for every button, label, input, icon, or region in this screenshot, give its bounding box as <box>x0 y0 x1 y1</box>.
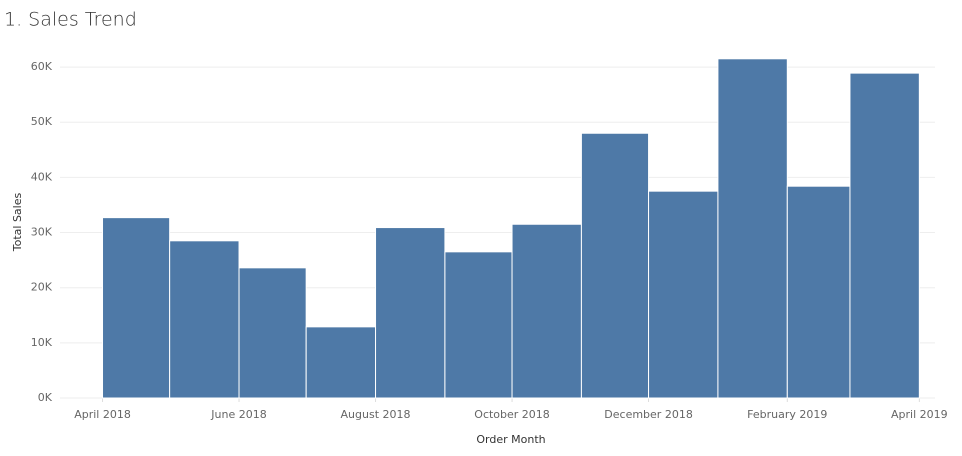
y-tick-label: 60K <box>31 60 53 73</box>
x-tick-label: February 2019 <box>747 408 827 421</box>
x-tick-label: August 2018 <box>341 408 411 421</box>
x-tick-label: April 2018 <box>74 408 131 421</box>
y-tick-label: 30K <box>31 226 53 239</box>
y-tick-label: 10K <box>31 336 53 349</box>
chart-title: 1. Sales Trend <box>4 9 137 31</box>
bar <box>717 58 788 399</box>
bar <box>580 132 650 399</box>
x-tick-label: June 2018 <box>210 408 266 421</box>
bar <box>375 227 446 399</box>
y-axis-title: Total Sales <box>11 193 24 253</box>
x-tick-label: April 2019 <box>891 408 948 421</box>
bar <box>305 326 377 399</box>
bar <box>849 72 920 399</box>
y-tick-label: 20K <box>31 281 53 294</box>
x-tick-label: October 2018 <box>474 408 550 421</box>
y-tick-label: 50K <box>31 115 53 128</box>
bar <box>511 223 582 399</box>
bar <box>648 190 719 399</box>
x-tick-label: December 2018 <box>604 408 693 421</box>
bar <box>102 217 171 399</box>
y-tick-label: 0K <box>38 391 53 404</box>
bar <box>444 251 513 399</box>
bar <box>169 240 240 399</box>
y-tick-label: 40K <box>31 170 53 183</box>
bar <box>238 267 307 399</box>
bar <box>786 185 851 399</box>
x-axis-title: Order Month <box>476 433 545 446</box>
